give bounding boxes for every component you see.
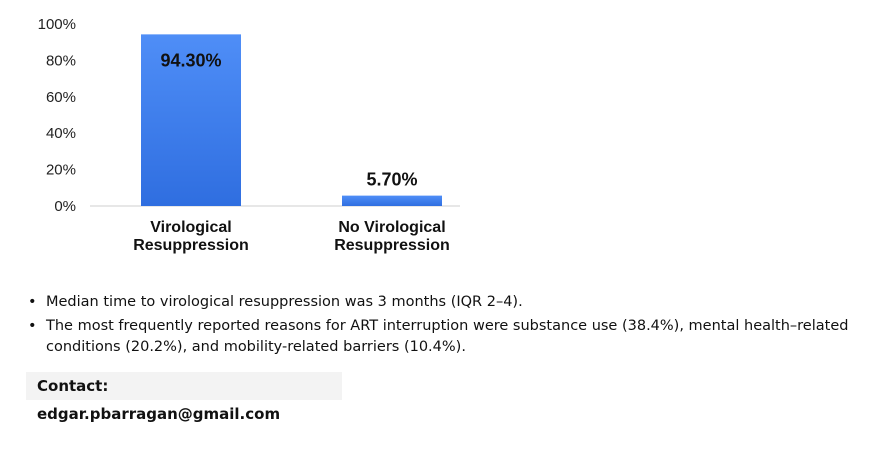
- bar: [141, 34, 241, 207]
- x-category-label: No Virological: [338, 219, 445, 236]
- note-item: • The most frequently reported reasons fo…: [26, 316, 871, 358]
- bar-chart: 0% 20% 40% 60% 80% 100% 94.30% 5.70% Virologic…: [38, 16, 460, 254]
- bullet-icon: •: [28, 318, 37, 334]
- note-item: • Median time to virological resuppressio…: [26, 292, 871, 313]
- x-category-label: Resuppression: [334, 237, 450, 254]
- x-category-label: Virological: [150, 219, 232, 236]
- notes-list: • Median time to virological resuppressio…: [26, 292, 871, 361]
- y-tick-label: 20%: [46, 162, 76, 179]
- y-tick-label: 80%: [46, 52, 76, 69]
- data-labels-group: 94.30% 5.70%: [160, 50, 417, 189]
- contact-info: Contact: edgar.pbarragan@gmail.com: [26, 372, 342, 423]
- data-label: 94.30%: [160, 50, 221, 70]
- y-tick-label: 40%: [46, 125, 76, 142]
- y-tick-label: 0%: [54, 198, 76, 215]
- data-label: 5.70%: [366, 170, 417, 190]
- y-tick-label: 60%: [46, 89, 76, 106]
- y-axis: 0% 20% 40% 60% 80% 100%: [38, 16, 76, 215]
- y-tick-label: 100%: [38, 16, 76, 33]
- note-text: The most frequently reported reasons for…: [46, 318, 849, 355]
- bar: [342, 195, 442, 206]
- bullet-icon: •: [28, 294, 37, 310]
- x-category-label: Resuppression: [133, 237, 249, 254]
- bars-group: [141, 34, 442, 207]
- note-text: Median time to virological resuppression…: [46, 294, 523, 310]
